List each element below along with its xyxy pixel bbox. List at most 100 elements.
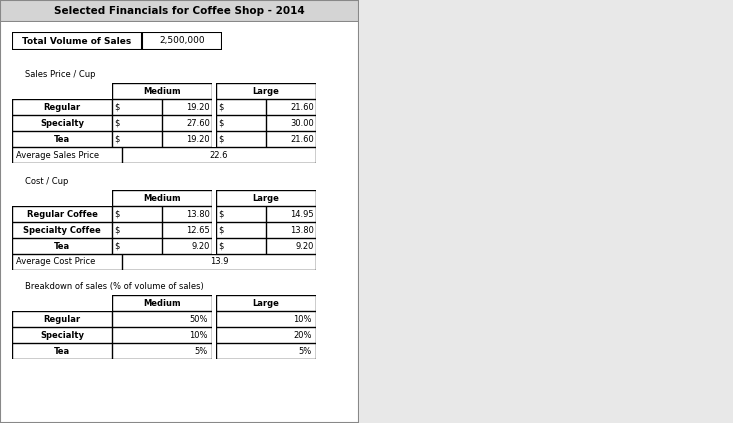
Text: Medium: Medium [143,299,181,308]
Text: 13.00: 13.00 [290,209,314,219]
Text: $: $ [218,225,224,234]
Text: 21.60: 21.60 [290,102,314,112]
Text: Medium: Medium [143,86,181,96]
Text: Specialty: Specialty [40,330,84,340]
Text: $: $ [218,118,224,127]
Text: $: $ [218,135,224,143]
Text: $: $ [218,225,224,234]
Text: 20%: 20% [293,330,312,340]
Text: Selected Financials for Coffee Shop - 2014: Selected Financials for Coffee Shop - 20… [54,6,305,16]
Text: $: $ [114,209,119,219]
Text: $: $ [114,242,119,250]
Text: Tea: Tea [54,346,70,355]
Text: 18.00: 18.00 [290,102,314,112]
Text: Average Sales Price: Average Sales Price [16,151,100,159]
Text: 10%: 10% [293,314,312,324]
Text: 10%: 10% [293,314,312,324]
Text: $: $ [114,242,119,250]
Text: 8.00: 8.00 [191,242,210,250]
Text: Tea: Tea [54,242,70,250]
Text: Tea: Tea [54,135,70,143]
Text: 50%: 50% [190,314,208,324]
Text: Total Volume of Sales: Total Volume of Sales [23,36,132,46]
Text: Tea: Tea [54,242,70,250]
Text: $: $ [218,118,224,127]
Text: 8.00: 8.00 [295,242,314,250]
Text: Total Volume of Sales: Total Volume of Sales [23,36,132,46]
Text: 5%: 5% [195,346,208,355]
Text: 5%: 5% [299,346,312,355]
Text: $: $ [114,135,119,143]
Text: Cost / Cup: Cost / Cup [26,178,69,187]
Text: 18.00: 18.00 [290,135,314,143]
Text: Specialty: Specialty [40,118,84,127]
Text: 10%: 10% [190,330,208,340]
Text: 9.20: 9.20 [295,242,314,250]
Text: Selected Financials for Coffee Shop - 2013: Selected Financials for Coffee Shop - 20… [54,6,305,16]
Text: 11.6: 11.6 [210,258,228,266]
Text: 27.60: 27.60 [186,118,210,127]
Text: Large: Large [253,193,279,203]
Text: $: $ [218,242,224,250]
Text: $: $ [114,135,119,143]
Text: Regular: Regular [43,102,81,112]
Text: 16.00: 16.00 [186,102,210,112]
Text: Specialty Coffee: Specialty Coffee [23,225,101,234]
Text: 20%: 20% [293,330,312,340]
Text: 14.95: 14.95 [290,209,314,219]
Text: 10%: 10% [190,330,208,340]
Text: $: $ [114,225,119,234]
Text: $: $ [218,209,224,219]
Text: Medium: Medium [143,193,181,203]
Text: Specialty Coffee: Specialty Coffee [23,225,101,234]
Text: Large: Large [253,193,279,203]
Text: $: $ [218,102,224,112]
Text: 13.9: 13.9 [210,258,228,266]
Text: $: $ [218,135,224,143]
Text: 11.00: 11.00 [186,225,210,234]
Text: $: $ [218,242,224,250]
Text: 30.00: 30.00 [290,118,314,127]
Text: $: $ [114,118,119,127]
Text: 19.20: 19.20 [186,102,210,112]
Text: 13.80: 13.80 [290,225,314,234]
Text: Breakdown of sales (% of volume of sales): Breakdown of sales (% of volume of sales… [26,283,205,291]
Text: 1,000,000: 1,000,000 [159,36,205,46]
Text: $: $ [114,118,119,127]
Text: Large: Large [253,299,279,308]
Text: Average Cost: Average Cost [16,258,73,266]
Text: $: $ [114,225,119,234]
Text: Tea: Tea [54,135,70,143]
Text: Regular: Regular [43,314,81,324]
Text: 23.00: 23.00 [186,118,210,127]
Text: Sales Price / Cup: Sales Price / Cup [26,71,96,80]
Text: $: $ [218,209,224,219]
Text: Regular Coffee: Regular Coffee [26,209,97,219]
Text: Regular: Regular [43,314,81,324]
Text: $: $ [114,209,119,219]
Text: 2,500,000: 2,500,000 [159,36,205,46]
Text: 50%: 50% [190,314,208,324]
Text: Average Cost Price: Average Cost Price [16,258,96,266]
Text: Cost / Cup: Cost / Cup [26,178,69,187]
Text: 5%: 5% [299,346,312,355]
Text: Medium: Medium [143,86,181,96]
Text: Medium: Medium [143,299,181,308]
Text: Regular: Regular [43,102,81,112]
Text: 9.20: 9.20 [191,242,210,250]
Text: Medium: Medium [143,193,181,203]
Text: Large: Large [253,86,279,96]
Text: Specialty: Specialty [40,118,84,127]
Text: $: $ [114,102,119,112]
Text: 22.6: 22.6 [210,151,228,159]
Text: $: $ [114,102,119,112]
Text: Large: Large [253,86,279,96]
Text: 13.80: 13.80 [186,209,210,219]
Text: Specialty: Specialty [40,330,84,340]
Text: Large: Large [253,299,279,308]
Text: 12.00: 12.00 [290,225,314,234]
Text: 25.00: 25.00 [290,118,314,127]
Text: 12.65: 12.65 [186,225,210,234]
Text: Regular Coffee: Regular Coffee [26,209,97,219]
Text: $: $ [218,102,224,112]
